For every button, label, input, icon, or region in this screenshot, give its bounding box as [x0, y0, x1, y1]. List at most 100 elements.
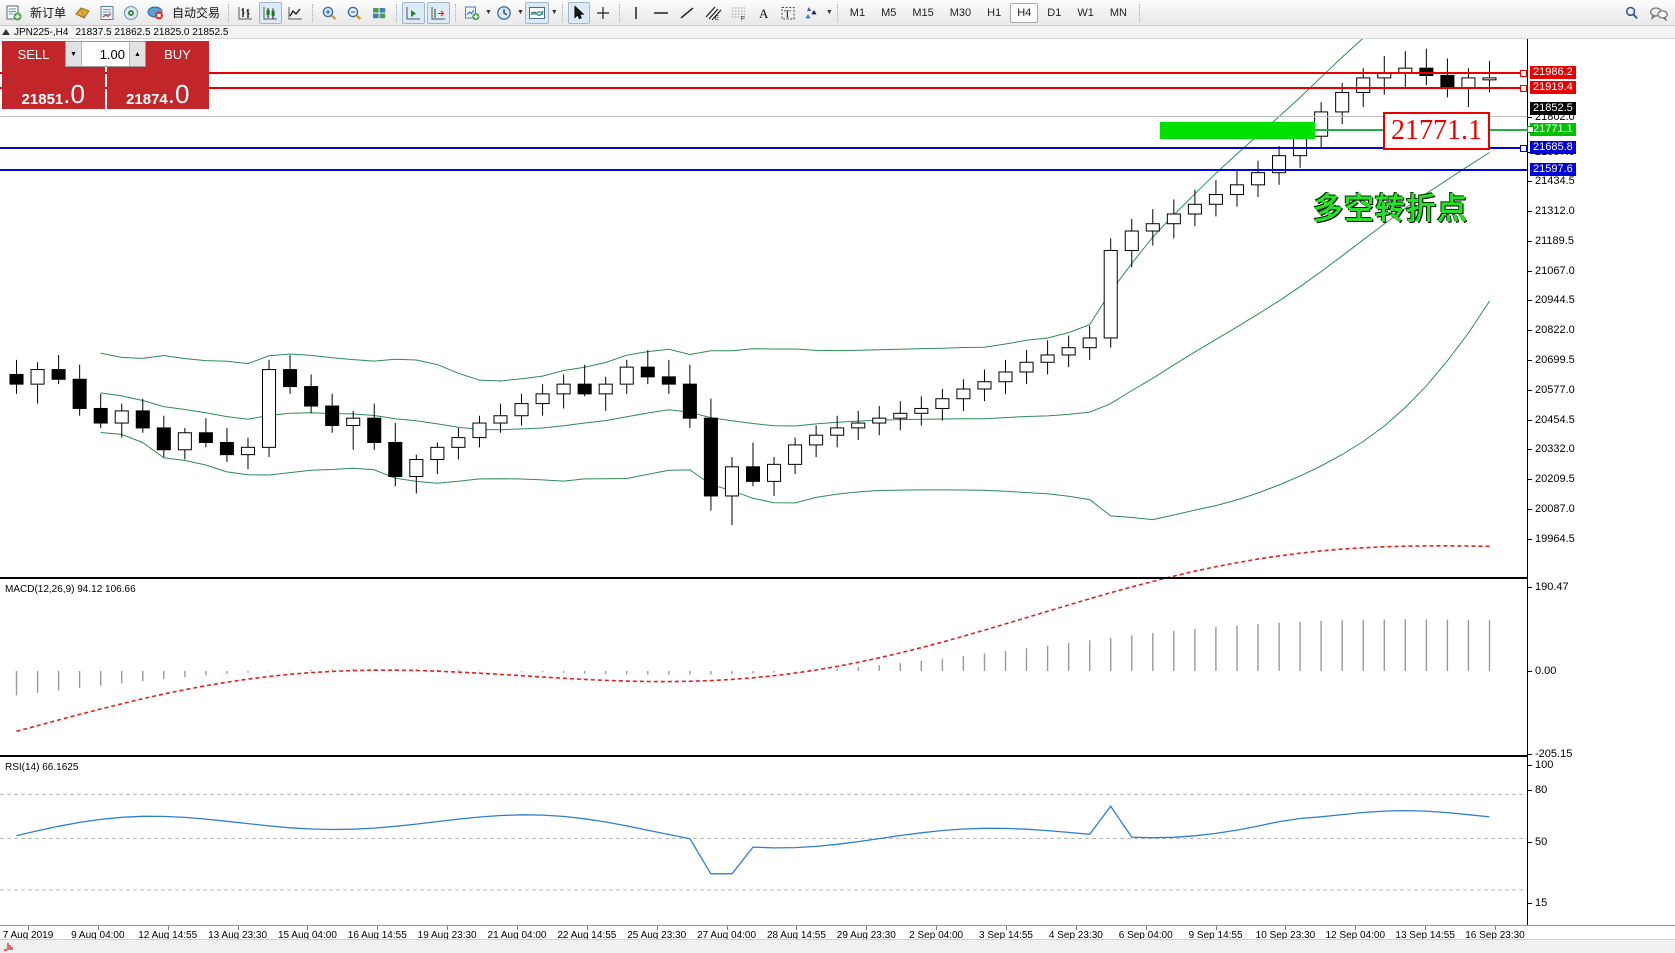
- sell-price[interactable]: 21851 .0: [2, 67, 105, 109]
- candle[interactable]: [472, 415, 487, 448]
- volume-increase-icon[interactable]: ▲: [129, 42, 145, 66]
- current-price-line[interactable]: [0, 116, 1527, 117]
- candle[interactable]: [661, 359, 676, 394]
- price-callout-box[interactable]: 21771.1: [1383, 112, 1490, 150]
- volume-input[interactable]: 1.00: [82, 42, 129, 66]
- candle[interactable]: [809, 425, 824, 458]
- candle[interactable]: [998, 359, 1013, 394]
- expert-advisors-icon[interactable]: [71, 2, 94, 24]
- templates-icon[interactable]: [524, 1, 549, 24]
- candle[interactable]: [788, 437, 803, 475]
- candle[interactable]: [935, 389, 950, 421]
- candle[interactable]: [598, 376, 613, 411]
- candle[interactable]: [977, 369, 992, 402]
- chat-icon[interactable]: [1646, 2, 1672, 24]
- candle[interactable]: [1124, 218, 1139, 268]
- autotrading-label[interactable]: 自动交易: [172, 6, 221, 20]
- price-level-badge-pivot[interactable]: 21771.1: [1530, 123, 1576, 136]
- candle[interactable]: [346, 410, 361, 450]
- candle[interactable]: [619, 359, 634, 394]
- timeframe-m5[interactable]: M5: [881, 6, 897, 19]
- equidistant-channel-icon[interactable]: E: [701, 2, 725, 24]
- candle[interactable]: [703, 398, 718, 511]
- sell-button[interactable]: SELL: [2, 41, 65, 67]
- candle[interactable]: [1082, 325, 1097, 360]
- zoom-in-icon[interactable]: [318, 2, 341, 24]
- volume-stepper[interactable]: ▼ 1.00 ▲: [65, 41, 146, 67]
- candle[interactable]: [177, 427, 192, 460]
- candlestick-chart-icon[interactable]: [259, 1, 283, 24]
- chart-note-label[interactable]: 多空转折点: [1313, 192, 1468, 227]
- candle[interactable]: [724, 457, 739, 526]
- timeframe-m15[interactable]: M15: [912, 6, 934, 19]
- search-icon[interactable]: [1620, 2, 1644, 24]
- candle[interactable]: [198, 418, 213, 448]
- candle[interactable]: [430, 442, 445, 475]
- trendline-icon[interactable]: [675, 2, 699, 24]
- timeframe-w1[interactable]: W1: [1077, 6, 1094, 19]
- buy-price[interactable]: 21874 .0: [106, 67, 209, 109]
- candle[interactable]: [304, 374, 319, 414]
- candle[interactable]: [262, 359, 277, 458]
- chart-menu-icon[interactable]: [2, 29, 10, 35]
- crosshair-icon[interactable]: [592, 2, 614, 24]
- candle[interactable]: [1272, 145, 1287, 185]
- candle[interactable]: [325, 393, 340, 433]
- candle[interactable]: [1145, 209, 1160, 246]
- new-order-icon[interactable]: [3, 2, 25, 24]
- timeframe-h4[interactable]: H4: [1010, 2, 1039, 23]
- candle[interactable]: [51, 354, 66, 385]
- chevron-down-icon[interactable]: ▼: [485, 9, 492, 16]
- candle[interactable]: [1419, 48, 1434, 86]
- chevron-down-icon[interactable]: ▼: [550, 9, 558, 16]
- one-click-trading-panel[interactable]: SELL ▼ 1.00 ▲ BUY 21851 .0 21874 .0: [2, 41, 209, 109]
- shapes-icon[interactable]: [801, 2, 824, 24]
- indicators-icon[interactable]: [461, 2, 483, 24]
- candle[interactable]: [872, 406, 887, 436]
- candle[interactable]: [1377, 56, 1392, 95]
- candle[interactable]: [1440, 58, 1455, 98]
- support-line-21597[interactable]: [0, 169, 1527, 171]
- candle[interactable]: [1166, 199, 1181, 239]
- candle[interactable]: [9, 359, 24, 394]
- candle[interactable]: [682, 364, 697, 428]
- chart-surface[interactable]: 21771.1 多空转折点 21557.021434.521312.021189…: [0, 39, 1675, 953]
- tile-windows-icon[interactable]: [368, 2, 391, 24]
- line-anchor[interactable]: [1520, 85, 1527, 92]
- candle[interactable]: [1250, 160, 1266, 197]
- price-plot-area[interactable]: [0, 39, 1527, 925]
- candle[interactable]: [72, 364, 87, 416]
- candle[interactable]: [1208, 179, 1223, 217]
- candle[interactable]: [156, 415, 171, 458]
- candle[interactable]: [1314, 102, 1329, 149]
- candle[interactable]: [1335, 82, 1350, 125]
- line-anchor[interactable]: [1520, 70, 1527, 77]
- price-level-badge-resistance[interactable]: 21919.4: [1530, 81, 1576, 94]
- chevron-down-icon[interactable]: ▼: [825, 9, 833, 16]
- text-icon[interactable]: A: [753, 2, 775, 24]
- candle[interactable]: [577, 364, 592, 397]
- candle[interactable]: [640, 350, 655, 385]
- chart-shift-icon[interactable]: [427, 1, 451, 24]
- resistance-line-21986[interactable]: [0, 72, 1527, 74]
- candle[interactable]: [283, 354, 298, 394]
- support-line-21685[interactable]: [0, 147, 1527, 149]
- candle[interactable]: [767, 457, 782, 496]
- candle[interactable]: [556, 374, 571, 409]
- fibonacci-icon[interactable]: F: [727, 2, 751, 24]
- candle[interactable]: [367, 403, 382, 450]
- candle[interactable]: [451, 427, 466, 460]
- timeframe-mn[interactable]: MN: [1109, 6, 1127, 19]
- candle[interactable]: [1040, 340, 1055, 375]
- candle[interactable]: [1103, 238, 1118, 348]
- horizontal-line-icon[interactable]: [649, 2, 673, 24]
- candle[interactable]: [114, 403, 129, 438]
- timeframe-m30[interactable]: M30: [949, 6, 972, 19]
- timeframe-h1[interactable]: H1: [987, 6, 1002, 19]
- candle[interactable]: [1061, 335, 1076, 368]
- candle[interactable]: [1019, 350, 1034, 385]
- candle[interactable]: [240, 437, 256, 470]
- candle[interactable]: [914, 396, 929, 426]
- candle[interactable]: [1229, 170, 1244, 207]
- data-window-icon[interactable]: [96, 2, 118, 24]
